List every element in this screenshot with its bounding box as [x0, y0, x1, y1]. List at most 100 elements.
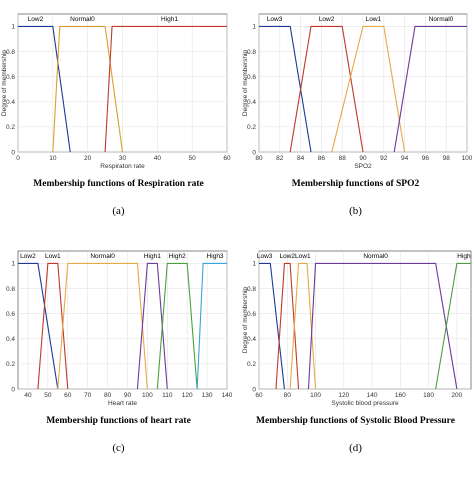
y-tick-label: 0 [252, 386, 256, 393]
x-tick-label: 100 [462, 155, 473, 162]
series-line-low2 [289, 25, 364, 153]
x-axis-label: Respiraton rate [100, 163, 145, 170]
y-axis-label: Degree of membership [242, 287, 249, 353]
x-tick-label: 70 [84, 392, 92, 399]
chart-panel-spo2: 80 82 84 86 88 90 92 94 96 98 100 0 0.2 0.4 0.6 0.8 1 SPO… [237, 0, 474, 237]
series-line-low3 [259, 25, 312, 153]
y-tick-label: 0.8 [247, 49, 256, 56]
series-label-low1: Low1 [45, 253, 61, 260]
y-tick-label: 0.6 [6, 311, 15, 318]
x-tick-label: 50 [44, 392, 52, 399]
x-tick-label: 10 [49, 155, 57, 162]
y-tick-label: 0.4 [6, 336, 15, 343]
chart-svg: 40 50 60 70 80 90 100 110 120 130 140 0 0.2 0.4 0.6 0.8… [6, 250, 233, 454]
series-label-high2: High2 [169, 253, 186, 260]
x-tick-label: 100 [142, 392, 153, 399]
series-label-low2: Low2 [279, 253, 295, 260]
x-tick-label: 0 [16, 155, 20, 162]
panel-letter: (a) [112, 205, 125, 217]
series-line-high1 [104, 25, 227, 153]
series-label-high1: High1 [161, 16, 178, 23]
y-tick-label: 0.8 [6, 49, 15, 56]
y-axis-label: Degree of membership [1, 50, 8, 116]
y-tick-label: 0.4 [247, 336, 256, 343]
y-tick-label: 0.2 [247, 361, 256, 368]
x-tick-label: 80 [104, 392, 112, 399]
chart-title: Membership functions of heart rate [46, 416, 191, 426]
y-tick-label: 0.6 [6, 74, 15, 81]
panel-letter: (d) [349, 442, 362, 454]
series-line-low3 [259, 262, 285, 390]
series-line-high [435, 262, 471, 390]
chart-panel-respiration-rate: 0 10 20 30 40 50 60 0 0.2 0.4 0.6 0.8 1 Respiraton ra… [0, 0, 237, 237]
panel-letter: (c) [112, 442, 125, 454]
x-tick-label: 40 [24, 392, 32, 399]
series-label-low1: Low1 [366, 16, 382, 23]
series-label-normal0: Normal0 [363, 253, 388, 260]
x-tick-label: 40 [154, 155, 162, 162]
chart-svg: 0 10 20 30 40 50 60 0 0.2 0.4 0.6 0.8 1 Respiraton ra… [1, 13, 231, 217]
x-tick-label: 80 [255, 155, 263, 162]
chart-panel-heart-rate: 40 50 60 70 80 90 100 110 120 130 140 0 0.2 0.4 0.6 0.8… [0, 237, 237, 474]
x-tick-label: 96 [422, 155, 430, 162]
x-axis-label: SPO2 [354, 163, 372, 170]
series-label-high1: High1 [144, 253, 161, 260]
x-tick-label: 82 [276, 155, 284, 162]
series-label-high3: High3 [207, 253, 224, 260]
x-axis-label: Systolic blood pressure [331, 400, 399, 407]
x-tick-label: 180 [423, 392, 434, 399]
x-tick-label: 60 [223, 155, 231, 162]
y-tick-label: 0.6 [247, 311, 256, 318]
y-tick-label: 0 [252, 149, 256, 156]
chart-panel-systolic-blood-pressure: 60 80 100 120 140 160 180 200 0 0.2 0.4 0.6 0.8 1 Syst… [237, 237, 474, 474]
x-axis-label: Heart rate [108, 400, 137, 407]
y-tick-label: 1 [11, 261, 15, 268]
x-tick-label: 60 [64, 392, 72, 399]
y-tick-label: 0.8 [247, 286, 256, 293]
y-tick-label: 0.2 [6, 361, 15, 368]
x-tick-label: 80 [284, 392, 292, 399]
series-label-low3: Low3 [267, 16, 283, 23]
y-tick-label: 0.4 [6, 99, 15, 106]
x-tick-label: 88 [339, 155, 347, 162]
y-tick-label: 0.2 [247, 124, 256, 131]
y-tick-label: 0 [11, 386, 15, 393]
y-tick-label: 0.8 [6, 286, 15, 293]
x-tick-label: 120 [182, 392, 193, 399]
series-line-high3 [196, 262, 227, 390]
x-tick-label: 120 [338, 392, 349, 399]
y-tick-label: 0 [11, 149, 15, 156]
y-tick-label: 1 [252, 24, 256, 31]
x-tick-label: 130 [202, 392, 213, 399]
chart-title: Membership functions of Systolic Blood P… [256, 416, 455, 426]
series-line-low1 [331, 25, 406, 153]
x-tick-label: 90 [359, 155, 367, 162]
y-tick-label: 0.6 [247, 74, 256, 81]
y-tick-label: 1 [252, 261, 256, 268]
chart-svg: 80 82 84 86 88 90 92 94 96 98 100 0 0.2 0.4 0.6 0.8 1 SPO… [242, 13, 473, 217]
chart-svg: 60 80 100 120 140 160 180 200 0 0.2 0.4 0.6 0.8 1 Syst… [242, 250, 472, 454]
x-tick-label: 140 [367, 392, 378, 399]
series-line-low2 [18, 25, 71, 153]
series-line-low1 [289, 262, 317, 390]
series-line-normal0 [52, 25, 124, 153]
x-tick-label: 140 [222, 392, 233, 399]
series-label-low1: Low1 [295, 253, 311, 260]
series-line-high2 [156, 262, 198, 390]
series-line-low2 [18, 262, 59, 390]
y-tick-label: 0.2 [6, 124, 15, 131]
x-tick-label: 98 [443, 155, 451, 162]
series-label-low2: Low2 [28, 16, 44, 23]
x-tick-label: 200 [451, 392, 462, 399]
y-tick-label: 1 [11, 24, 15, 31]
x-tick-label: 84 [297, 155, 305, 162]
x-tick-label: 86 [318, 155, 326, 162]
panel-letter: (b) [349, 205, 362, 217]
y-axis-label: Degree of membership [242, 50, 249, 116]
series-label-low2: Low2 [20, 253, 36, 260]
x-tick-label: 20 [84, 155, 92, 162]
series-label-low3: Low3 [257, 253, 273, 260]
series-line-normal0 [393, 25, 467, 153]
x-tick-label: 110 [162, 392, 173, 399]
x-tick-label: 92 [380, 155, 388, 162]
